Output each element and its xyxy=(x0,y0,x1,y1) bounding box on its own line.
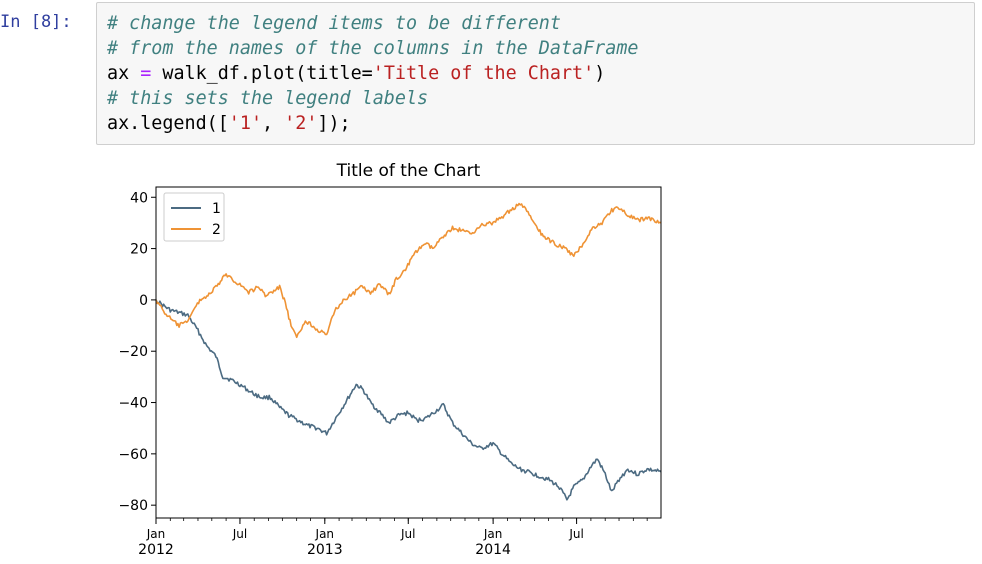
x-tick-year-label: 2012 xyxy=(138,542,174,558)
code-string: 'Title of the Chart' xyxy=(372,63,595,84)
plot-frame xyxy=(155,186,662,519)
code-punct: ]); xyxy=(317,113,351,134)
x-tick-year-label: 2014 xyxy=(475,542,511,558)
x-tick-label: Jul xyxy=(232,527,247,541)
x-tick-label: Jul xyxy=(568,527,583,541)
code-call: ax.legend([ xyxy=(107,113,229,134)
code-call: walk_df.plot(title= xyxy=(162,63,373,84)
legend-label: 2 xyxy=(212,222,221,238)
x-tick-label: Jan xyxy=(483,527,503,541)
series-line-1 xyxy=(155,299,662,501)
code-comment: # change the legend items to be differen… xyxy=(107,13,561,34)
y-tick-label: 0 xyxy=(139,293,148,309)
code-variable: ax xyxy=(107,63,130,84)
code-punct: , xyxy=(262,113,285,134)
x-tick-label: Jan xyxy=(315,527,335,541)
code-punct: ) xyxy=(594,63,606,84)
input-prompt: In [8]: xyxy=(0,12,72,32)
y-tick-label: −40 xyxy=(118,396,148,412)
y-tick-label: −60 xyxy=(118,447,148,463)
cell-output: Title of the Chart 40 20 0 −20 −40 −60 −80 Jan 20… xyxy=(96,150,696,559)
x-tick-label: Jul xyxy=(400,527,415,541)
y-tick-label: 20 xyxy=(130,242,148,258)
code-comment: # this sets the legend labels xyxy=(107,88,429,109)
code-operator: = xyxy=(129,63,163,84)
line-chart: Title of the Chart40200−20−40−60−80Jan20… xyxy=(118,161,662,558)
x-tick-year-label: 2013 xyxy=(307,542,343,558)
code-editor[interactable]: # change the legend items to be differen… xyxy=(107,11,638,136)
code-string: '2' xyxy=(284,113,318,134)
code-cell[interactable]: # change the legend items to be differen… xyxy=(96,2,975,145)
code-string: '1' xyxy=(228,113,263,134)
series-line-2 xyxy=(155,202,662,339)
y-tick-label: −80 xyxy=(118,498,148,514)
legend-label: 1 xyxy=(212,201,221,217)
code-comment: # from the names of the columns in the D… xyxy=(107,38,639,59)
x-tick-label: Jan xyxy=(146,527,166,541)
chart-title: Title of the Chart xyxy=(336,161,481,181)
y-tick-label: −20 xyxy=(118,344,148,360)
y-tick-label: 40 xyxy=(130,190,148,206)
